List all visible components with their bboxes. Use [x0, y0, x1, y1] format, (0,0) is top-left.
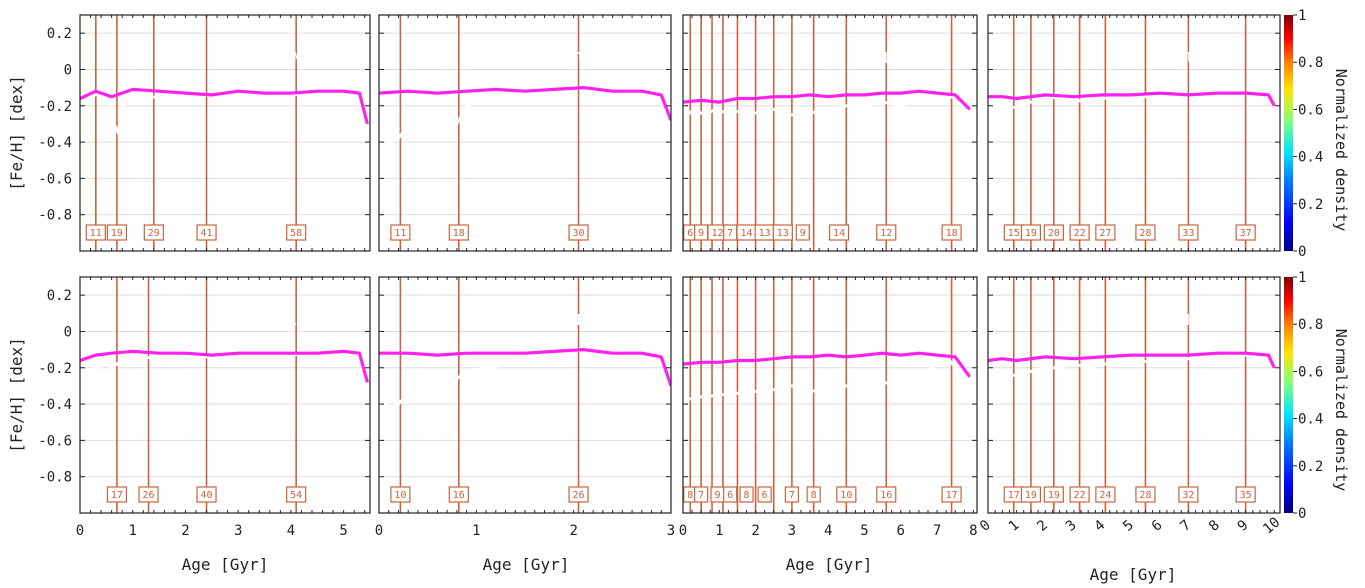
- vertical-lines: [399, 15, 580, 251]
- grid: [683, 32, 977, 216]
- count-boxes: 11 19 29 41 58: [85, 224, 307, 241]
- reference-line: [379, 85, 671, 121]
- plot-area: [379, 15, 671, 251]
- count-label: 29: [148, 228, 160, 239]
- vertical-lines: [95, 15, 297, 251]
- y-tick-label: 0.2: [47, 26, 72, 42]
- reference-line: [80, 87, 369, 125]
- count-box: [143, 224, 164, 241]
- panels-group: 11 19 29 41 58 Model M1noG -0.8 -0.6 -0.4 -0.2 0 0.…: [38, 14, 1283, 539]
- median-line: [80, 91, 369, 135]
- count-label: 18: [453, 228, 465, 239]
- count-label: 11: [90, 228, 102, 239]
- count-box: [448, 224, 469, 241]
- grid: [379, 32, 671, 216]
- y-tick-label: -0.2: [38, 99, 72, 115]
- plot-area: [683, 15, 977, 251]
- ticks: [378, 15, 672, 251]
- count-box: [286, 224, 307, 241]
- count-label: 11: [394, 228, 406, 239]
- count-box: [196, 224, 217, 241]
- count-label: 19: [111, 228, 123, 239]
- count-box: [568, 224, 589, 241]
- panel-frame: [79, 14, 371, 252]
- panel-title: Model M1noG: [242, 51, 335, 67]
- ticks: [79, 15, 370, 251]
- y-tick-label: -0.8: [38, 208, 72, 224]
- plot-area: [80, 15, 370, 251]
- count-box: [106, 224, 128, 241]
- count-label: 41: [201, 228, 213, 239]
- count-label: 58: [290, 228, 302, 239]
- grid: [80, 32, 370, 216]
- count-box: [390, 224, 411, 241]
- y-tick-label: -0.4: [38, 135, 72, 151]
- count-label: 30: [573, 228, 585, 239]
- panel-model-m1nog: 11 19 29 41 58 Model M1noG -0.8 -0.6 -0.4 -0.2 0 0.…: [38, 14, 371, 252]
- panel-model-m2nog: 11 18 30 Model M2noG: [378, 14, 672, 252]
- y-tick-label: 0: [64, 62, 72, 78]
- count-boxes: 11 18 30: [390, 224, 589, 241]
- count-box: [85, 224, 106, 241]
- y-tick-label: -0.6: [38, 171, 72, 187]
- panel-title: Model M2noG: [543, 51, 636, 67]
